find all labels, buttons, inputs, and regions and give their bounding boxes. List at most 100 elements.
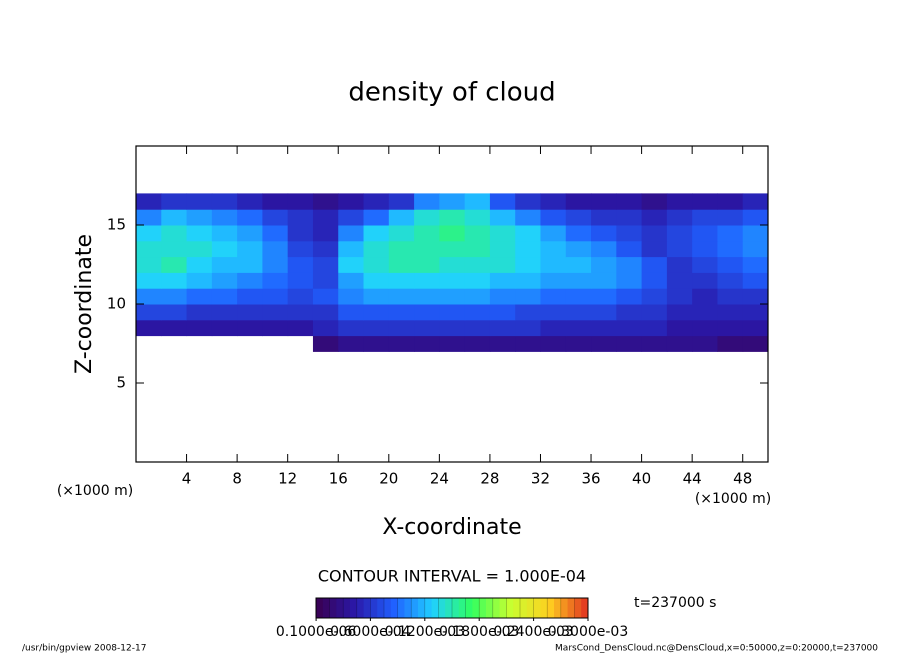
colorbar-band [397,598,405,618]
density-cell [515,256,541,273]
x-tick-label: 20 [379,470,398,488]
density-cell [161,240,188,258]
density-cell [287,288,314,305]
density-cell [616,319,643,337]
density-cell [464,335,491,352]
density-cell [717,288,744,305]
density-cell [489,209,516,226]
density-cell [211,256,238,273]
density-cell [540,225,567,242]
density-cell [414,256,440,273]
x-tick-label: 16 [329,470,348,488]
y-axis-label: Z-coordinate [72,234,97,374]
density-cell [414,319,440,337]
density-cell [211,240,238,258]
x-tick-label: 12 [278,470,297,488]
y-tick-label: 5 [116,374,126,392]
density-cell [540,193,567,210]
colorbar: 0.1000e-060.6000e-040.1200e-030.1800e-03… [276,597,628,640]
colorbar-tick-label: 0.6000e-04 [330,624,411,640]
colorbar-band [424,598,432,618]
density-cell [742,256,769,273]
colorbar-band [316,598,324,618]
density-cell [540,335,567,352]
density-cell [742,304,769,321]
density-cell [717,304,744,321]
colorbar-band [472,598,480,618]
density-cell [338,319,365,337]
colorbar-band [390,598,398,618]
y-tick-label: 10 [107,295,126,313]
density-cell [287,193,314,210]
density-cell [439,288,466,305]
density-cell [287,225,314,242]
colorbar-band [363,598,371,618]
density-cell [515,209,541,226]
density-cell [237,209,263,226]
density-cell [464,193,491,210]
footer-right: MarsCond_DensCloud.nc@DensCloud,x=0:5000… [555,644,878,654]
density-cell [742,335,769,352]
density-cell [692,225,718,242]
density-cell [591,256,617,273]
colorbar-tick-label: 0.2400e-03 [493,624,573,640]
density-cell [136,272,162,289]
density-cell [287,304,314,321]
density-cell [388,319,415,337]
density-cell [186,240,213,258]
density-cell [388,288,415,305]
density-cell [312,272,339,289]
density-cell [211,272,238,289]
colorbar-band [336,598,344,618]
density-cell [464,304,491,321]
density-cell [742,319,769,337]
density-cell [439,225,466,242]
density-cell [262,304,289,321]
density-cell [363,256,390,273]
density-cell [439,335,466,352]
density-cell [312,193,339,210]
density-cell [742,209,769,226]
colorbar-tick-label: 0.1000e-06 [276,624,357,640]
density-cell [464,288,491,305]
density-cell [312,304,339,321]
density-cell [338,256,365,273]
density-cell [489,193,516,210]
density-cell [136,319,162,337]
density-cell [439,319,466,337]
density-cell [666,335,693,352]
density-cell [565,193,592,210]
density-cell [312,240,339,258]
colorbar-tick-label: 0.1800e-03 [439,624,519,640]
x-tick-label: 36 [581,470,600,488]
density-cell [338,240,365,258]
density-cell [211,304,238,321]
density-cell [489,304,516,321]
density-cell [591,304,617,321]
density-cell [591,240,617,258]
density-cell [262,319,289,337]
density-cell [262,209,289,226]
density-cell [414,304,440,321]
colorbar-band [486,598,494,618]
density-cell [692,319,718,337]
density-cell [312,335,339,352]
density-cell [591,272,617,289]
density-cell [616,304,643,321]
density-cell [641,240,668,258]
density-cell [464,225,491,242]
density-cell [161,209,188,226]
density-cell [237,240,263,258]
density-cell [287,209,314,226]
colorbar-band [343,598,351,618]
time-label: t=237000 s [634,595,716,611]
density-cell [262,240,289,258]
density-cell [287,240,314,258]
x-tick-label: 48 [733,470,752,488]
x-tick-label: 44 [683,470,702,488]
density-cell [666,319,693,337]
density-cell [666,288,693,305]
colorbar-band [431,598,439,618]
density-cell [515,335,541,352]
